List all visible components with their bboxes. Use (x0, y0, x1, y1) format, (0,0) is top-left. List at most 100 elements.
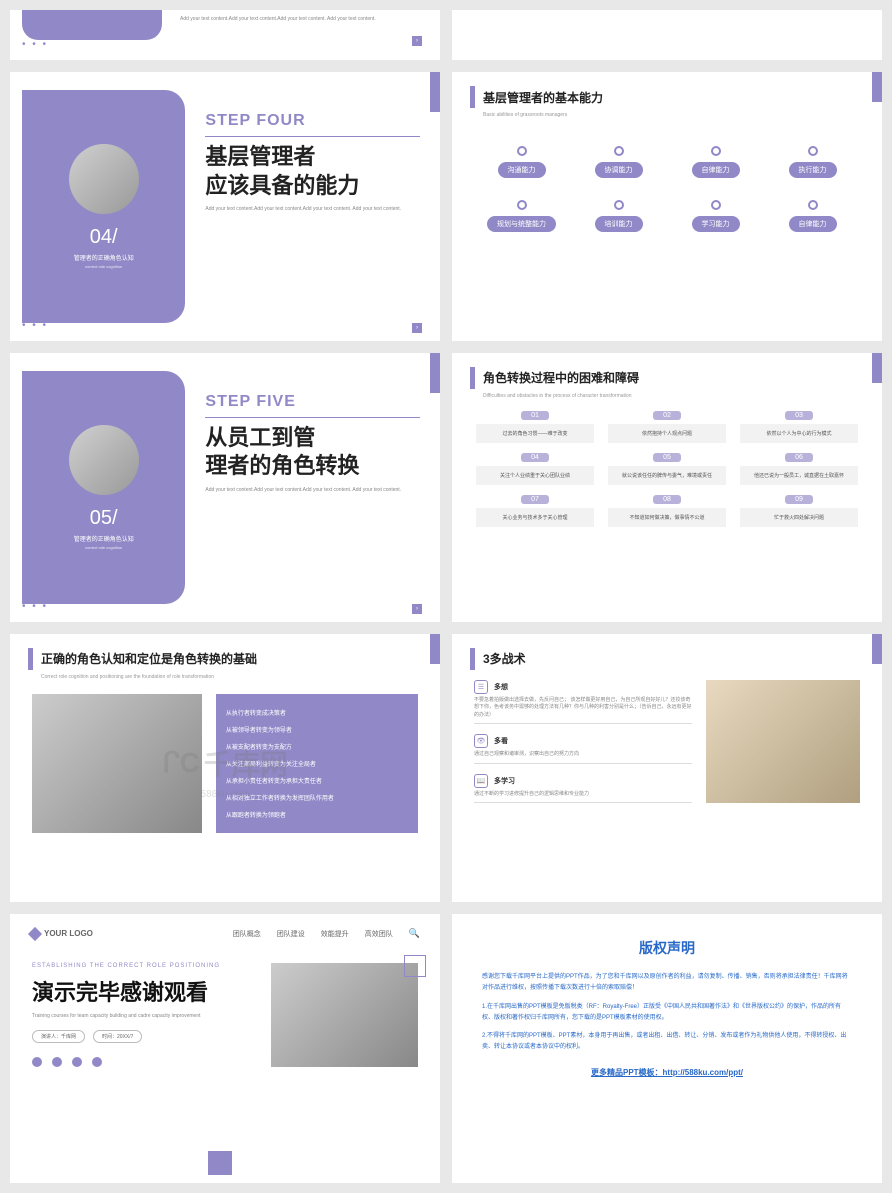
step4-en: STEP FOUR (205, 112, 420, 130)
copyright-body: 感谢您下载千库网平台上提供的PPT作品，为了您和千库网以及原创作者的利益，请勿复… (482, 972, 852, 1053)
obstacle-number: 09 (785, 495, 813, 504)
arrow-icon: › (412, 604, 422, 614)
search-icon[interactable]: 🔍 (409, 928, 420, 939)
accent-square (208, 1151, 232, 1175)
item-icon: 👁 (474, 734, 488, 748)
social-icon[interactable] (32, 1057, 42, 1067)
obstacle-text: 不知道如何做决策，做事情不公道 (608, 508, 726, 527)
item-heading: 多学习 (494, 778, 515, 785)
ability-item: 沟通能力 (482, 146, 561, 178)
thanks-social-icons (32, 1057, 257, 1067)
ability-dot-icon (808, 146, 818, 156)
step5-en-small: correct role cognition (85, 545, 122, 550)
obstacle-item: 02依然抱持个人观点问题 (608, 411, 726, 443)
logo-icon (28, 927, 42, 941)
obstacle-text: 他还已说为一般员工，诚直据在土取嘉怀 (740, 466, 858, 485)
ability-item: 培训能力 (579, 200, 658, 232)
three-more-item: ☰多想不要急着拍版做出选择去做，先反问自己； 该怎样做更好用自己，为自己所观自好… (474, 680, 692, 725)
ability-item: 协调能力 (579, 146, 658, 178)
step4-number: 04/ (90, 226, 118, 249)
three-more-item: 👁多看通过自己观察和诸审测，识察出自己的努力方向 (474, 734, 692, 764)
social-icon[interactable] (92, 1057, 102, 1067)
title-bar-icon (470, 648, 475, 670)
partial-purple-block (22, 10, 162, 40)
copyright-p2: 1.在千库网出售的PPT模板是免版税类（RF：Royalty-Free）正版受《… (482, 1002, 852, 1024)
watermark-url: 588ku.com (201, 789, 250, 800)
role-line: 从关注部局利益转变为关注全局者 (226, 759, 408, 768)
step4-right: STEP FOUR 基层管理者 应该具备的能力 Add your text co… (185, 72, 440, 341)
step4-cn-small: 管理者的正确角色认知 (74, 253, 134, 262)
step5-cn-small: 管理者的正确角色认知 (74, 534, 134, 543)
ability-dot-icon (614, 200, 624, 210)
slide-three-more: 3多战术 ☰多想不要急着拍版做出选择去做，先反问自己； 该怎样做更好用自己，为自… (452, 634, 882, 903)
obstacle-number: 07 (521, 495, 549, 504)
title-bar-icon (470, 367, 475, 389)
title-bar-icon (28, 648, 33, 670)
copyright-link[interactable]: 更多精品PPT模板：http://588ku.com/ppt/ (482, 1067, 852, 1078)
item-desc: 通过不断的学习进修提升自己的逻辑思维和专业能力 (474, 791, 692, 804)
step5-number: 05/ (90, 507, 118, 530)
role-line: 从承担小责任者转变为承担大责任者 (226, 776, 408, 785)
thanks-main: ESTABLISHING THE CORRECT ROLE POSITIONIN… (10, 953, 440, 1067)
step5-right: STEP FIVE 从员工到管 理者的角色转换 Add your text co… (185, 353, 440, 622)
thanks-en: ESTABLISHING THE CORRECT ROLE POSITIONIN… (32, 963, 257, 969)
logo: YOUR LOGO (30, 929, 93, 939)
duo-body: ☰多想不要急着拍版做出选择去做，先反问自己； 该怎样做更好用自己，为自己所观自好… (452, 672, 882, 818)
ability-label: 学习能力 (692, 216, 740, 232)
partial-subtext: Add your text content.Add your text cont… (180, 16, 376, 22)
obstacles-title-bar: 角色转换过程中的困难和障碍 (452, 353, 882, 391)
copyright-p1: 感谢您下载千库网平台上提供的PPT作品，为了您和千库网以及原创作者的利益，请勿复… (482, 972, 852, 994)
nav-item[interactable]: 团队概念 (233, 929, 261, 939)
item-heading: 多看 (494, 738, 508, 745)
social-icon[interactable] (72, 1057, 82, 1067)
presenter-pill: 演讲人：千库网 (32, 1030, 85, 1043)
social-icon[interactable] (52, 1057, 62, 1067)
copyright-title: 版权声明 (482, 938, 852, 958)
thanks-image (271, 963, 418, 1067)
dots-icon: • • • (22, 601, 48, 612)
item-icon: ☰ (474, 680, 488, 694)
obstacle-text: 依然以个人为中心的行为模式 (740, 424, 858, 443)
arrow-icon: › (412, 323, 422, 333)
slide-step-four: 04/ 管理者的正确角色认知 correct role cognition ST… (10, 72, 440, 341)
step5-en: STEP FIVE (205, 393, 420, 411)
slide-copyright: 版权声明 感谢您下载千库网平台上提供的PPT作品，为了您和千库网以及原创作者的利… (452, 914, 882, 1183)
step4-en-small: correct role cognition (85, 264, 122, 269)
step4-image (69, 144, 139, 214)
ability-label: 协调能力 (595, 162, 643, 178)
step4-sub: Add your text content.Add your text cont… (205, 206, 420, 213)
obstacle-item: 09忙于救火四处解决问题 (740, 495, 858, 527)
step5-title: 从员工到管 理者的角色转换 (205, 424, 420, 481)
thanks-left: ESTABLISHING THE CORRECT ROLE POSITIONIN… (32, 963, 257, 1067)
arrow-icon: › (412, 36, 422, 46)
nav-item[interactable]: 团队建设 (277, 929, 305, 939)
obstacle-text: 关注个人业绩重于关心团队业绩 (476, 466, 594, 485)
ability-label: 培训能力 (595, 216, 643, 232)
abilities-title: 基层管理者的基本能力 (483, 89, 603, 106)
accent-top-right (872, 353, 882, 383)
thanks-nav: YOUR LOGO 团队概念 团队建设 效能提升 高效团队 🔍 (10, 914, 440, 953)
thanks-meta: 演讲人：千库网 时间：20XX/7 (32, 1030, 257, 1043)
divider (205, 136, 420, 137)
obstacle-text: 就公说该任任的脾传与委气，难境或责任 (608, 466, 726, 485)
slide-thanks: YOUR LOGO 团队概念 团队建设 效能提升 高效团队 🔍 ESTABLIS… (10, 914, 440, 1183)
role-line: 从相对独立工作者转换为发挥团队作用者 (226, 793, 408, 802)
nav-item[interactable]: 高效团队 (365, 929, 393, 939)
three-more-item: 📖多学习通过不断的学习进修提升自己的逻辑思维和专业能力 (474, 774, 692, 804)
duo-title: 3多战术 (483, 650, 526, 667)
obstacle-item: 05就公说该任任的脾传与委气，难境或责任 (608, 453, 726, 485)
ability-dot-icon (517, 200, 527, 210)
step5-left-panel: 05/ 管理者的正确角色认知 correct role cognition (22, 371, 185, 604)
nav-item[interactable]: 效能提升 (321, 929, 349, 939)
role-line: 从执行者转变成决策者 (226, 708, 408, 717)
accent-top-right (430, 634, 440, 664)
ability-dot-icon (808, 200, 818, 210)
ability-dot-icon (517, 146, 527, 156)
role-line: 从跟跑者转换为领跑者 (226, 810, 408, 819)
obstacles-title: 角色转换过程中的困难和障碍 (483, 369, 639, 386)
obstacle-item: 03依然以个人为中心的行为模式 (740, 411, 858, 443)
obstacle-item: 04关注个人业绩重于关心团队业绩 (476, 453, 594, 485)
role-body: 从执行者转变成决策者从被领导者转变为领导者从被支配者转变为支配方从关注部局利益转… (10, 680, 440, 847)
ability-item: 学习能力 (676, 200, 755, 232)
ability-item: 自律能力 (676, 146, 755, 178)
